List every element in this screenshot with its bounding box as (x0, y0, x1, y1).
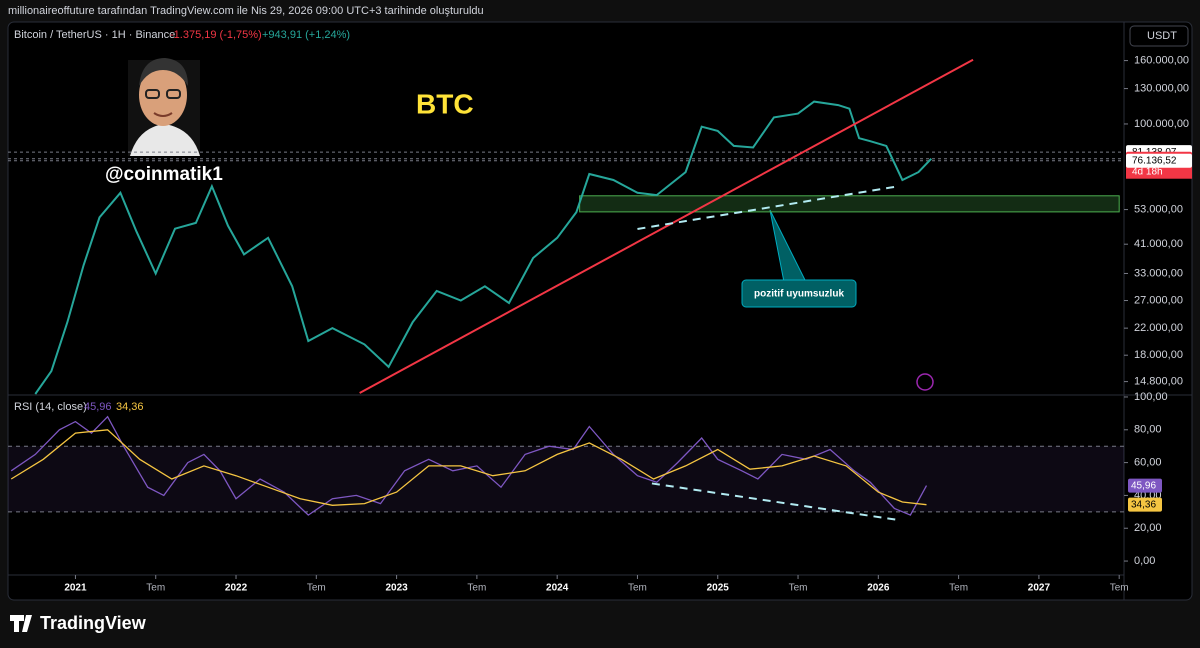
title: BTC (416, 88, 474, 119)
handle: @coinmatik1 (105, 164, 223, 185)
price-tag (1126, 153, 1192, 168)
brand-logo (10, 615, 32, 632)
x-tick-label: Tem (146, 583, 165, 594)
change-2: +943,91 (+1,24%) (262, 29, 350, 41)
countdown-bg (1126, 165, 1192, 179)
x-tick-label: 2025 (707, 583, 730, 594)
change-1: -1.375,19 (-1,75%) (170, 29, 262, 41)
x-tick-label: 2023 (385, 583, 408, 594)
x-tick-label: Tem (307, 583, 326, 594)
x-tick-label: 2027 (1028, 583, 1051, 594)
zone (579, 195, 1120, 213)
rsi-title: RSI (14, close) (14, 401, 87, 413)
plot-area (8, 415, 1124, 522)
caption: millionaireoffuture tarafından TradingVi… (8, 5, 484, 17)
value-tag (1128, 497, 1162, 512)
plot-area (8, 58, 1124, 395)
x-tick-label: 2024 (546, 583, 569, 594)
x-tick-label: 2021 (64, 583, 87, 594)
y-tick-label: 18.000,00 (1134, 349, 1183, 361)
y-tick-label: 60,00 (1134, 457, 1162, 469)
y-tick-label: 33.000,00 (1134, 267, 1183, 279)
value-tag (1128, 478, 1162, 493)
x-tick-label: Tem (628, 583, 647, 594)
rsi-ma-value: 34,36 (116, 401, 144, 413)
rsi-band (8, 446, 1124, 512)
value-tag-label: 45,96 (1131, 480, 1156, 491)
y-tick-label: 22.000,00 (1134, 322, 1183, 334)
y-tick-label: 0,00 (1134, 555, 1155, 567)
y-tick-label: 20,00 (1134, 522, 1162, 534)
x-tick-label: 2022 (225, 583, 248, 594)
y-tick-label: 100.000,00 (1134, 118, 1189, 130)
brand: TradingView (40, 613, 147, 633)
trend-line (637, 185, 895, 230)
value-tag-label: 34,36 (1131, 499, 1156, 510)
series-line (10, 415, 928, 516)
y-tick-label: 14.800,00 (1134, 376, 1183, 388)
currency[interactable]: USDT (1147, 30, 1177, 42)
callout-box (741, 279, 857, 308)
alert-icon[interactable] (916, 373, 934, 391)
series-line (34, 100, 933, 395)
price-tag-label: 76.136,52 (1132, 155, 1177, 166)
rsi-value: 45,96 (84, 401, 112, 413)
y-tick-label: 130.000,00 (1134, 82, 1189, 94)
trend-line (359, 58, 974, 394)
avatar (128, 58, 200, 156)
y-tick-label: 160.000,00 (1134, 54, 1189, 66)
x-tick-label: Tem (949, 583, 968, 594)
x-tick-label: Tem (467, 583, 486, 594)
y-tick-label: 27.000,00 (1134, 294, 1183, 306)
currency-button[interactable] (1129, 25, 1189, 47)
x-tick-label: 2026 (867, 583, 890, 594)
y-tick-label: 80,00 (1134, 424, 1162, 436)
y-tick-label: 53.000,00 (1134, 203, 1183, 215)
callout: pozitif uyumsuzluk (754, 289, 844, 300)
countdown: 4d 18h (1132, 166, 1163, 177)
series-line (10, 429, 927, 506)
y-tick-label: 100,00 (1134, 391, 1168, 403)
symbol-legend: Bitcoin / TetherUS · 1H · Binance (14, 29, 175, 41)
y-tick-label: 41.000,00 (1134, 238, 1183, 250)
x-tick-label: Tem (789, 583, 808, 594)
x-tick-label: Tem (1110, 583, 1129, 594)
